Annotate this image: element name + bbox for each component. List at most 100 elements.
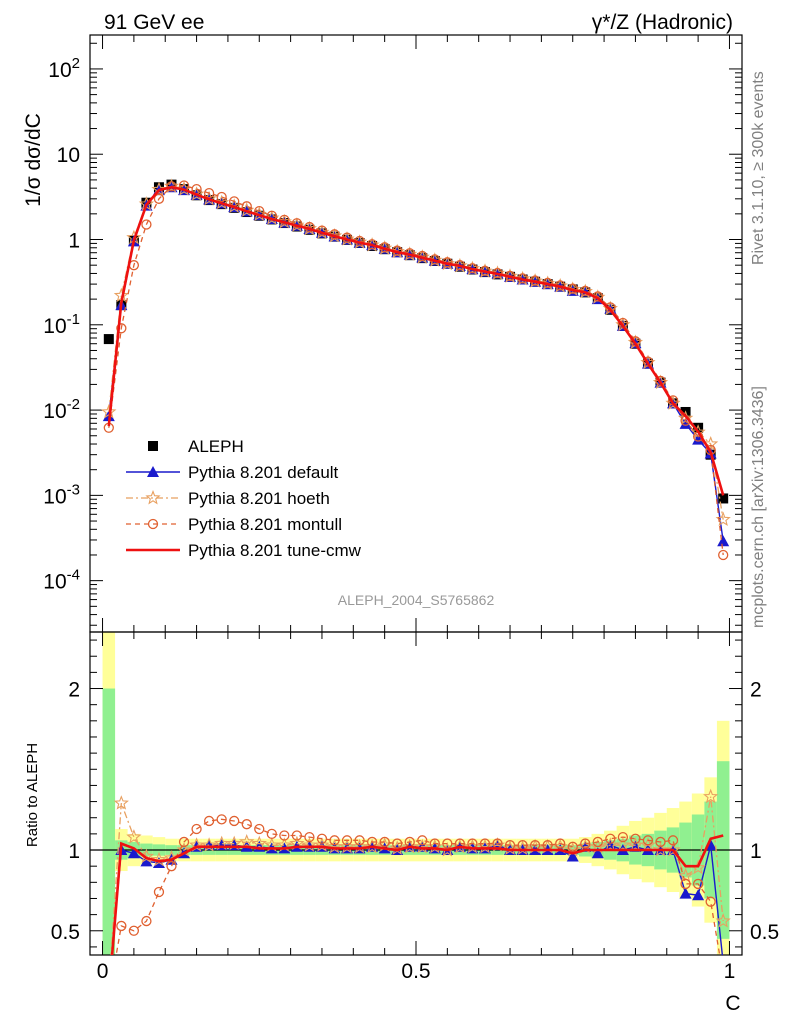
ratio-y-tick-label-left: 1 bbox=[68, 840, 80, 863]
ratio-y-tick-label-left: 2 bbox=[68, 679, 80, 702]
ratio-y-tick-label-right: 2 bbox=[750, 679, 762, 702]
ratio-point-hoeth bbox=[364, 838, 380, 854]
legend-marker-data bbox=[148, 441, 158, 451]
ratio-point-montull bbox=[692, 878, 704, 890]
main-y-axis-label: 1/σ dσ/dC bbox=[22, 113, 45, 207]
main-point-montull bbox=[655, 375, 666, 387]
ratio-point-montull bbox=[642, 835, 654, 846]
ratio-point-montull bbox=[417, 835, 428, 846]
main-series-line-montull bbox=[108, 184, 724, 556]
ratio-point-montull bbox=[291, 830, 303, 841]
legend-label-montull: Pythia 8.201 montull bbox=[188, 515, 342, 534]
main-point-default bbox=[692, 433, 705, 445]
ratio-point-hoeth bbox=[615, 837, 631, 852]
ratio-point-default bbox=[591, 847, 604, 859]
ratio-point-montull bbox=[667, 835, 679, 846]
main-point-montull bbox=[203, 187, 215, 199]
ratio-series-line-cmw bbox=[110, 834, 724, 955]
main-point-data bbox=[693, 422, 704, 433]
ratio-point-montull bbox=[354, 835, 365, 846]
ratio-point-montull bbox=[266, 828, 277, 840]
ratio-series-line-montull bbox=[115, 818, 721, 955]
ratio-point-default bbox=[127, 847, 140, 859]
header-right-label: γ*/Z (Hadronic) bbox=[592, 11, 733, 34]
ratio-point-hoeth bbox=[239, 833, 255, 849]
ratio-y-axis-label: Ratio to ALEPH bbox=[24, 743, 41, 847]
main-point-hoeth bbox=[151, 181, 167, 197]
legend-marker-montull bbox=[147, 518, 159, 530]
ratio-point-montull bbox=[304, 831, 315, 843]
main-point-default bbox=[717, 535, 730, 547]
legend-label-data: ALEPH bbox=[188, 437, 244, 456]
main-point-montull bbox=[642, 356, 654, 367]
x-tick-label: 0 bbox=[97, 960, 109, 983]
mcplots-label: mcplots.cern.ch [arXiv:1306.3436] bbox=[750, 386, 767, 628]
ratio-point-montull bbox=[341, 835, 353, 846]
ratio-point-montull bbox=[279, 830, 290, 841]
ratio-point-hoeth bbox=[703, 788, 719, 804]
main-point-default bbox=[679, 417, 692, 429]
ratio-point-hoeth bbox=[652, 841, 669, 857]
main-point-montull bbox=[216, 191, 227, 203]
ratio-plot-frame bbox=[89, 631, 743, 956]
ratio-point-montull bbox=[241, 819, 252, 830]
ratio-point-default bbox=[566, 850, 579, 862]
ratio-point-hoeth bbox=[402, 838, 418, 854]
ratio-point-montull bbox=[329, 835, 340, 846]
ratio-point-montull bbox=[605, 833, 616, 844]
legend-marker-hoeth bbox=[145, 489, 161, 505]
ratio-point-montull bbox=[178, 836, 190, 848]
ratio-point-montull bbox=[705, 896, 716, 907]
ratio-point-montull bbox=[392, 838, 403, 849]
header-left-label: 91 GeV ee bbox=[104, 11, 204, 34]
ratio-point-hoeth bbox=[665, 841, 681, 857]
ratio-point-montull bbox=[592, 836, 603, 848]
main-point-hoeth bbox=[690, 424, 706, 439]
main-y-tick-label: 10 bbox=[57, 144, 80, 167]
ratio-point-default bbox=[692, 889, 705, 901]
x-axis-label: C bbox=[725, 992, 740, 1015]
ratio-point-montull bbox=[655, 836, 666, 848]
analysis-label: ALEPH_2004_S5765862 bbox=[338, 592, 495, 608]
legend-marker-default bbox=[147, 466, 159, 477]
ratio-point-montull bbox=[555, 838, 566, 849]
ratio-point-montull bbox=[442, 838, 453, 849]
ratio-point-montull bbox=[316, 833, 328, 844]
x-tick-label: 0.5 bbox=[401, 960, 430, 983]
main-point-hoeth bbox=[226, 198, 242, 213]
ratio-y-tick-label-right: 1 bbox=[750, 840, 762, 863]
main-point-data bbox=[718, 493, 729, 504]
ratio-point-montull bbox=[116, 920, 127, 932]
ratio-point-montull bbox=[630, 833, 641, 844]
ratio-point-montull bbox=[203, 815, 215, 827]
ratio-point-hoeth bbox=[126, 829, 142, 844]
ratio-point-montull bbox=[680, 878, 691, 890]
ratio-point-hoeth bbox=[640, 837, 656, 852]
main-series-line-cmw bbox=[107, 185, 725, 496]
main-point-montull bbox=[153, 193, 165, 204]
main-point-data bbox=[103, 334, 114, 345]
ratio-point-montull bbox=[141, 915, 152, 927]
ratio-point-hoeth bbox=[602, 837, 618, 852]
main-point-montull bbox=[141, 219, 152, 230]
ratio-point-hoeth bbox=[113, 795, 129, 810]
ratio-point-montull bbox=[254, 823, 265, 835]
main-y-tick-label: 10-2 bbox=[43, 396, 80, 423]
ratio-point-hoeth bbox=[627, 837, 644, 852]
ratio-point-montull bbox=[166, 861, 177, 872]
ratio-point-montull bbox=[229, 815, 240, 827]
main-point-montull bbox=[718, 549, 729, 561]
ratio-y-tick-label-left: 0.5 bbox=[51, 921, 80, 944]
legend-label-cmw: Pythia 8.201 tune-cmw bbox=[188, 541, 362, 560]
ratio-point-montull bbox=[617, 831, 629, 843]
main-point-montull bbox=[116, 323, 127, 334]
main-point-hoeth bbox=[703, 435, 719, 451]
ratio-point-montull bbox=[191, 823, 202, 835]
main-y-tick-label: 10-4 bbox=[43, 567, 80, 594]
ratio-point-montull bbox=[216, 814, 227, 825]
ratio-point-montull bbox=[567, 841, 578, 852]
legend-label-hoeth: Pythia 8.201 hoeth bbox=[188, 489, 330, 508]
main-y-tick-label: 10-3 bbox=[43, 481, 80, 508]
